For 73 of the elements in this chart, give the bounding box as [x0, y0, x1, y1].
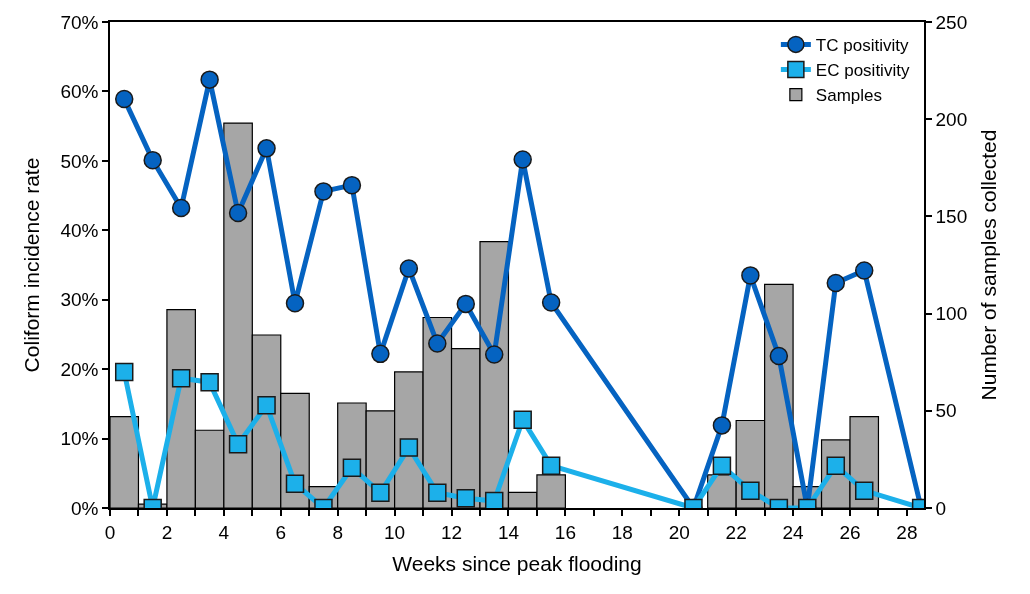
y2-tick-label: 50 [935, 400, 957, 422]
point [854, 261, 874, 280]
y2-axis-title: Number of samples collected [976, 129, 1000, 401]
x-tick-label: 20 [668, 521, 690, 543]
point [285, 474, 305, 493]
point [541, 293, 561, 312]
y-tick-label: 10% [60, 428, 99, 450]
point [314, 182, 333, 201]
point [769, 346, 789, 366]
point [712, 456, 732, 475]
x-tick-label: 16 [554, 521, 576, 543]
point [285, 293, 305, 313]
x-tick-label: 8 [332, 521, 343, 543]
x-tick-label: 14 [497, 521, 520, 543]
point [371, 344, 390, 364]
point [826, 273, 846, 293]
y-tick-label: 70% [60, 11, 99, 33]
point [399, 438, 419, 457]
point [854, 481, 874, 500]
point [171, 368, 191, 388]
point [228, 434, 248, 454]
point [200, 70, 219, 89]
legend-label: Samples [815, 86, 882, 106]
point [114, 89, 134, 109]
y2-tick-label: 150 [935, 206, 968, 228]
point [456, 294, 476, 314]
y-tick-label: 0% [70, 497, 99, 519]
point [399, 259, 419, 278]
x-tick-label: 0 [104, 521, 116, 543]
point [342, 175, 362, 195]
point [200, 373, 219, 392]
point [428, 334, 447, 353]
point [741, 481, 760, 500]
point [712, 416, 732, 435]
point [228, 203, 248, 223]
point [484, 345, 504, 364]
point [484, 491, 504, 508]
x-tick-label: 2 [161, 521, 173, 543]
point [741, 266, 760, 285]
x-tick-label: 10 [384, 521, 406, 543]
point [513, 410, 532, 430]
y2-tick-label: 250 [935, 11, 968, 33]
x-tick-label: 6 [275, 521, 287, 543]
point [371, 483, 390, 502]
x-tick-label: 24 [782, 521, 805, 543]
point [541, 456, 561, 475]
x-tick-label: 12 [440, 521, 463, 543]
point [114, 362, 134, 382]
point [171, 198, 191, 218]
legend-label: EC positivity [815, 61, 910, 81]
y-tick-label: 50% [60, 150, 99, 172]
x-tick-label: 4 [218, 521, 230, 543]
y2-tick-label: 0 [935, 497, 947, 519]
x-tick-label: 22 [725, 521, 747, 543]
point [143, 150, 162, 170]
point [257, 139, 276, 158]
legend-label: TC positivity [815, 36, 909, 56]
point [428, 483, 447, 502]
y2-tick-label: 100 [935, 303, 968, 325]
x-axis-title: Weeks since peak flooding [392, 552, 642, 576]
y-tick-label: 60% [60, 81, 99, 103]
x-tick-label: 18 [611, 521, 633, 543]
y2-tick-label: 200 [935, 108, 968, 130]
point [513, 150, 532, 169]
y-tick-label: 30% [60, 289, 99, 311]
point [257, 396, 276, 415]
y-axis-title: Coliform incidence rate [20, 157, 44, 373]
point [456, 489, 476, 508]
y-tick-label: 20% [60, 358, 99, 380]
x-tick-label: 28 [896, 521, 918, 543]
point [342, 458, 362, 477]
y-tick-label: 40% [60, 219, 99, 241]
x-tick-label: 26 [839, 521, 861, 543]
